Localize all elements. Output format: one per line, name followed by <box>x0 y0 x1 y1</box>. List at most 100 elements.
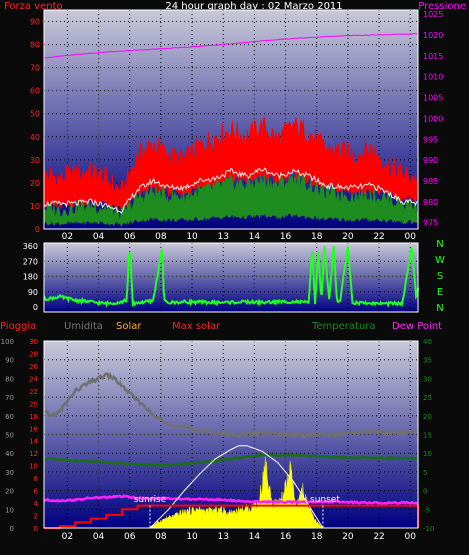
x-tick-label: 08 <box>155 532 167 542</box>
y-tick-direction: 180 <box>23 273 38 282</box>
panel2-series <box>43 245 419 308</box>
y-tick-left: 70 <box>30 64 40 73</box>
y-tick-rain: 4 <box>34 500 39 508</box>
y-tick-rain: 28 <box>29 350 38 358</box>
y-tick-outer: 90 <box>5 357 14 365</box>
x-tick-label: 16 <box>280 232 292 242</box>
y-tick-left: 10 <box>30 202 40 211</box>
y-tick-outer: 20 <box>5 488 14 496</box>
y-tick-right: 1000 <box>423 114 443 123</box>
panel1-x-ticks: 02 04 06 08 10 13 14 16 18 20 22 00 <box>62 232 417 242</box>
panel3-annotations: sunrise sunset <box>134 495 340 528</box>
panel1-left-ticks: 0 10 20 30 40 50 60 70 80 90 <box>30 18 40 234</box>
panel3-series <box>43 371 419 529</box>
y-tick-left: 60 <box>30 87 40 96</box>
series-humidity <box>43 371 419 440</box>
y-tick-right: 990 <box>423 156 438 165</box>
legend-item: Temperatura <box>311 321 376 332</box>
y-tick-left: 90 <box>30 18 40 27</box>
legend-item: Umidita <box>64 321 103 332</box>
y-tick-temp: 35 <box>423 357 432 365</box>
x-tick-label: 02 <box>62 532 73 542</box>
x-tick-label: 13 <box>217 232 228 242</box>
panel1-right-ticks: 975 980 985 990 995 1000 1005 1010 1015 1020 1025 <box>423 10 443 228</box>
y-tick-temp: 15 <box>423 432 432 440</box>
x-tick-label: 10 <box>186 232 198 242</box>
x-tick-label: 00 <box>404 232 416 242</box>
x-tick-label: 06 <box>124 232 136 242</box>
right-axis-label: Pressione <box>418 1 466 12</box>
x-tick-label: 08 <box>155 232 167 242</box>
legend-item: Pioggia <box>0 321 36 332</box>
series-rain <box>44 504 419 529</box>
y-tick-outer: 30 <box>5 469 14 477</box>
sunset-label: sunset <box>310 495 340 505</box>
y-tick-rain: 12 <box>29 450 38 458</box>
x-tick-label: 14 <box>249 532 261 542</box>
y-tick-temp: -5 <box>423 506 430 514</box>
panel3-temp-ticks: -10 -5 0 5 10 15 20 25 30 35 40 <box>423 338 434 533</box>
y-tick-right: 980 <box>423 198 438 207</box>
y-tick-rain: 2 <box>34 513 38 521</box>
panel2-left-ticks: 0 90 180 270 360 <box>23 242 38 312</box>
temperature-solar-panel: Pioggia Umidita Solar Max solar Temperatura D… <box>0 321 442 542</box>
x-tick-label: 13 <box>217 532 228 542</box>
series-dew-point <box>43 494 419 506</box>
series-wind-direction <box>43 245 419 308</box>
direction-label: S <box>437 271 443 282</box>
panel3-frame <box>43 340 419 529</box>
y-tick-right: 985 <box>423 177 438 186</box>
y-tick-outer: 10 <box>5 506 14 514</box>
x-tick-label: 06 <box>124 532 136 542</box>
y-tick-rain: 14 <box>29 438 38 446</box>
x-tick-label: 02 <box>62 232 73 242</box>
y-tick-right: 1010 <box>423 73 443 82</box>
y-tick-right: 1015 <box>423 52 443 61</box>
y-tick-rain: 16 <box>29 425 38 433</box>
y-tick-temp: 20 <box>423 413 432 421</box>
y-tick-temp: 25 <box>423 394 432 402</box>
y-tick-right: 1020 <box>423 31 443 40</box>
y-tick-rain: 24 <box>29 375 38 383</box>
y-tick-temp: 40 <box>423 338 432 346</box>
direction-label: E <box>437 287 443 298</box>
left-axis-label: Forza vento <box>4 1 63 12</box>
y-tick-left: 20 <box>30 179 40 188</box>
series-wind-mean-line <box>43 167 418 215</box>
sunrise-label: sunrise <box>134 495 167 505</box>
y-tick-right: 995 <box>423 135 438 144</box>
x-tick-label: 04 <box>93 232 105 242</box>
y-tick-left: 30 <box>30 156 40 165</box>
y-tick-outer: 80 <box>5 375 14 383</box>
y-tick-rain: 26 <box>29 363 38 371</box>
y-tick-outer: 70 <box>5 394 14 402</box>
y-tick-outer: 60 <box>5 413 14 421</box>
x-tick-label: 16 <box>280 532 292 542</box>
x-tick-label: 20 <box>342 532 354 542</box>
series-max-solar <box>149 445 324 529</box>
legend-item: Max solar <box>172 321 221 332</box>
y-tick-right: 1025 <box>423 10 443 19</box>
x-tick-label: 10 <box>186 532 198 542</box>
y-tick-outer: 50 <box>5 432 14 440</box>
x-tick-label: 22 <box>373 532 384 542</box>
series-temperature <box>43 452 419 468</box>
y-tick-rain: 20 <box>29 400 38 408</box>
direction-label: N <box>436 303 443 314</box>
x-tick-label: 22 <box>373 232 384 242</box>
x-tick-label: 14 <box>249 232 261 242</box>
y-tick-direction: 0 <box>33 303 38 312</box>
y-tick-temp: 5 <box>423 469 427 477</box>
x-tick-label: 04 <box>93 532 105 542</box>
y-tick-outer: 40 <box>5 450 14 458</box>
y-tick-left: 80 <box>30 41 40 50</box>
y-tick-rain: 8 <box>34 475 38 483</box>
y-tick-temp: -10 <box>423 525 434 533</box>
y-tick-rain: 18 <box>29 413 38 421</box>
direction-label: W <box>435 255 445 266</box>
x-tick-label: 20 <box>342 232 354 242</box>
panel1-series <box>43 33 419 228</box>
